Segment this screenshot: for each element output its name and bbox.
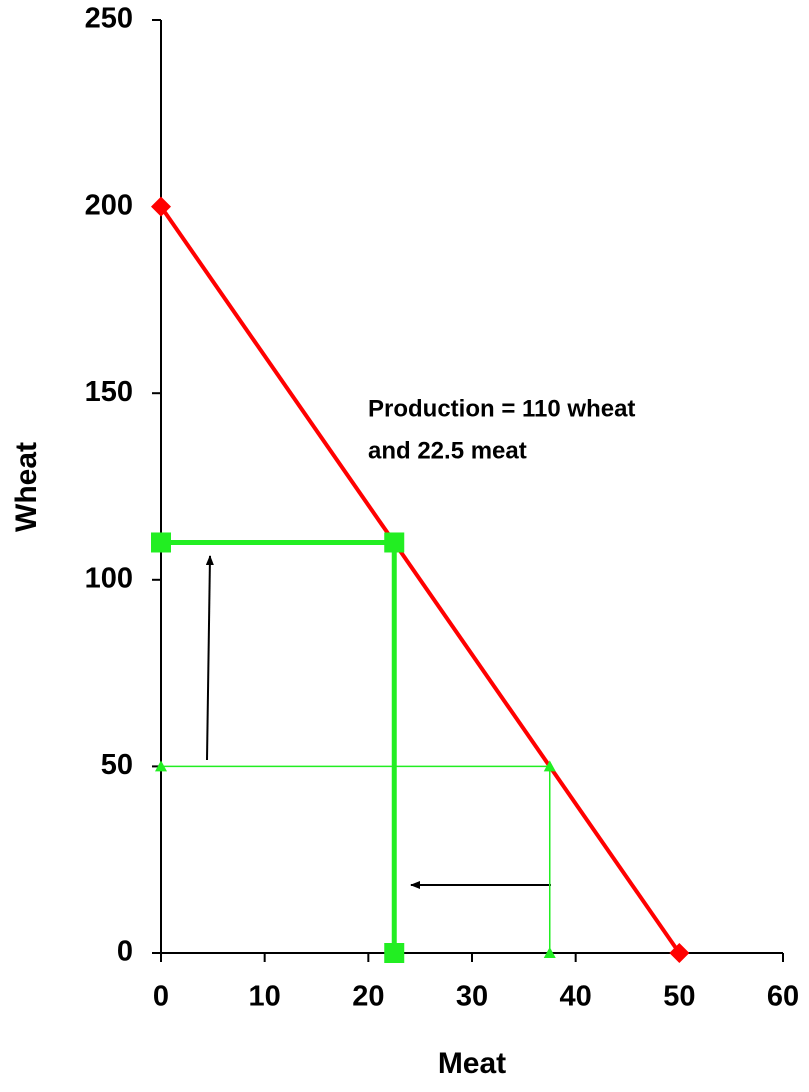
marker xyxy=(384,943,405,963)
y-tick-label: 100 xyxy=(85,562,133,594)
marker xyxy=(151,532,171,553)
series-line xyxy=(161,765,551,953)
marker xyxy=(151,196,171,217)
annotation: and 22.5 meat xyxy=(368,437,527,464)
annotation: Production = 110 wheat xyxy=(368,395,635,422)
x-tick-label: 40 xyxy=(560,981,592,1013)
marker xyxy=(669,943,690,963)
x-tick-label: 50 xyxy=(663,981,695,1013)
y-tick-label: 0 xyxy=(117,936,133,968)
y-tick-label: 150 xyxy=(85,376,133,408)
marker xyxy=(384,532,405,553)
x-tick-label: 60 xyxy=(767,981,799,1013)
x-tick-label: 20 xyxy=(352,981,384,1013)
marker xyxy=(155,760,167,772)
y-tick-label: 250 xyxy=(85,3,133,35)
series-line xyxy=(161,539,397,953)
y-axis-title: Wheat xyxy=(10,442,43,532)
y-tick-label: 200 xyxy=(85,189,133,221)
arrow xyxy=(205,555,214,761)
marker xyxy=(543,760,556,772)
x-tick-label: 0 xyxy=(153,981,169,1013)
series-line xyxy=(159,205,681,955)
y-tick-label: 50 xyxy=(101,749,133,781)
x-tick-label: 30 xyxy=(456,981,488,1013)
x-axis-title: Meat xyxy=(438,1047,506,1080)
x-tick-label: 10 xyxy=(249,981,281,1013)
marker xyxy=(543,947,556,958)
